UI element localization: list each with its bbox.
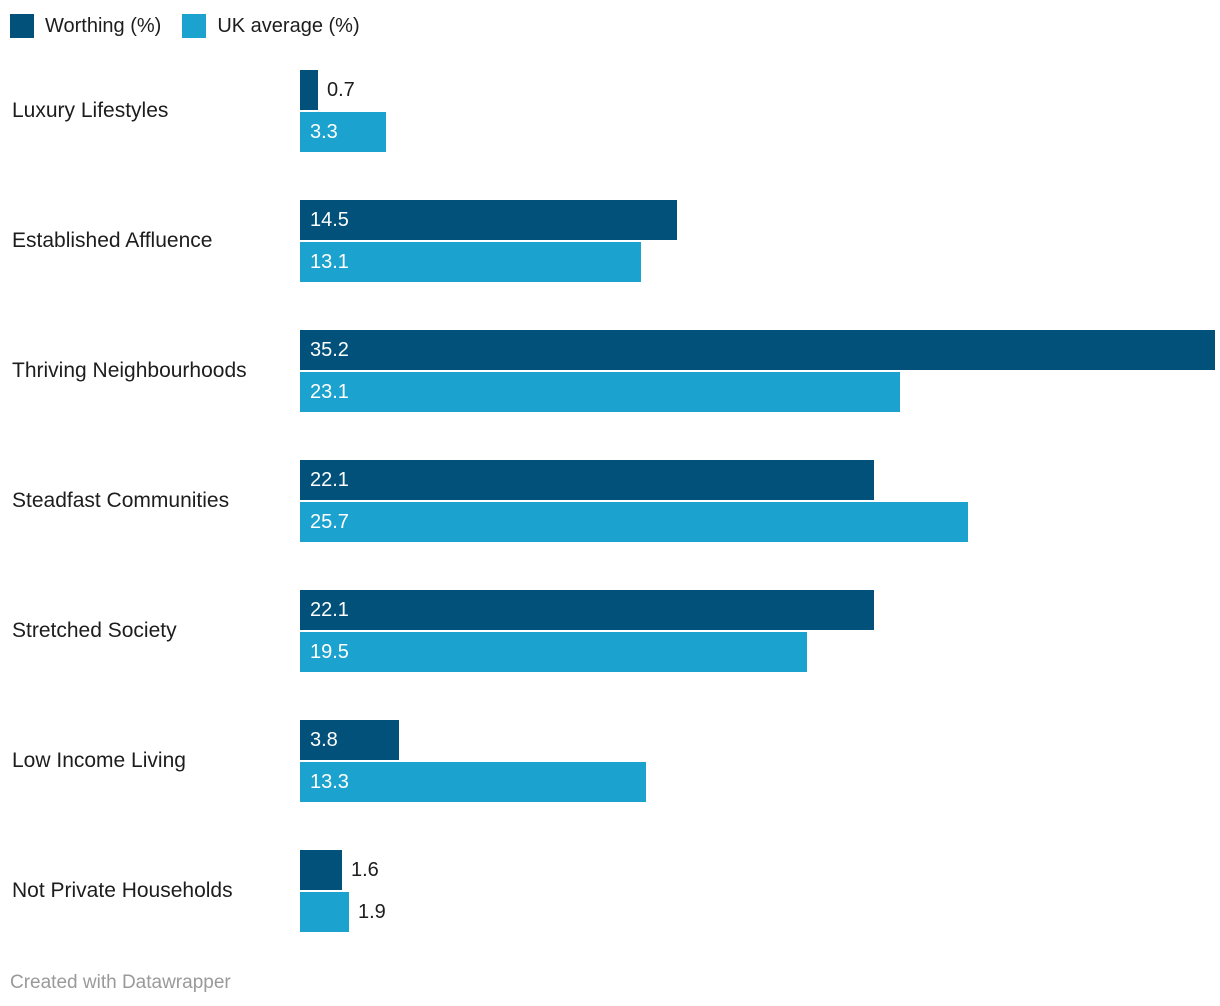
legend-label: UK average (%) — [217, 15, 360, 37]
bar-worthing: 22.1 — [300, 460, 874, 500]
value-label: 1.9 — [358, 900, 386, 923]
value-label: 14.5 — [310, 208, 349, 231]
value-label: 19.5 — [310, 640, 349, 663]
bar-line: 22.1 — [300, 590, 1220, 630]
value-label: 25.7 — [310, 510, 349, 533]
bar-line: 13.1 — [300, 242, 1220, 282]
bar-group: 1.6 1.9 — [300, 850, 1220, 932]
bar-group: 3.8 13.3 — [300, 720, 1220, 802]
chart-row: Low Income Living 3.8 13.3 — [0, 720, 1220, 802]
bar-line: 1.6 — [300, 850, 1220, 890]
bar-group: 22.1 25.7 — [300, 460, 1220, 542]
chart-row: Established Affluence 14.5 13.1 — [0, 200, 1220, 282]
legend-swatch-icon — [182, 14, 207, 38]
bar-line: 19.5 — [300, 632, 1220, 672]
bar-line: 23.1 — [300, 372, 1220, 412]
legend-item: UK average (%) — [182, 14, 360, 38]
bar-line: 25.7 — [300, 502, 1220, 542]
value-label: 22.1 — [310, 598, 349, 621]
bar-line: 14.5 — [300, 200, 1220, 240]
bar-line: 3.3 — [300, 112, 1220, 152]
bar-group: 0.7 3.3 — [300, 70, 1220, 152]
legend-swatch-icon — [10, 14, 34, 38]
bar-uk-average: 23.1 — [300, 372, 900, 412]
value-label: 3.3 — [310, 120, 338, 143]
category-label: Established Affluence — [12, 229, 213, 252]
chart-row: Luxury Lifestyles 0.7 3.3 — [0, 70, 1220, 152]
category-label: Stretched Society — [12, 619, 177, 642]
bar-group: 22.1 19.5 — [300, 590, 1220, 672]
legend: Worthing (%) UK average (%) — [0, 0, 1220, 38]
bar-line: 13.3 — [300, 762, 1220, 802]
bar-uk-average: 13.3 — [300, 762, 646, 802]
bar-chart-rows: Luxury Lifestyles 0.7 3.3 Established Afflu… — [0, 70, 1220, 932]
bar-line: 35.2 — [300, 330, 1220, 370]
value-label: 1.6 — [351, 858, 379, 881]
value-label: 23.1 — [310, 380, 349, 403]
chart-row: Thriving Neighbourhoods 35.2 23.1 — [0, 330, 1220, 412]
bar-uk-average: 25.7 — [300, 502, 968, 542]
chart-row: Not Private Households 1.6 1.9 — [0, 850, 1220, 932]
bar-line: 0.7 — [300, 70, 1220, 110]
value-label: 22.1 — [310, 468, 349, 491]
chart-row: Steadfast Communities 22.1 25.7 — [0, 460, 1220, 542]
datawrapper-credit: Created with Datawrapper — [10, 972, 231, 993]
bar-uk-average: 3.3 — [300, 112, 386, 152]
bar-group: 35.2 23.1 — [300, 330, 1220, 412]
category-label: Luxury Lifestyles — [12, 99, 169, 122]
value-label: 0.7 — [327, 78, 355, 101]
bar-uk-average — [300, 892, 349, 932]
value-label: 13.1 — [310, 250, 349, 273]
bar-uk-average: 19.5 — [300, 632, 807, 672]
legend-item: Worthing (%) — [10, 14, 161, 38]
bar-worthing — [300, 850, 342, 890]
bar-line: 3.8 — [300, 720, 1220, 760]
category-label: Steadfast Communities — [12, 489, 230, 512]
bar-worthing — [300, 70, 318, 110]
chart-row: Stretched Society 22.1 19.5 — [0, 590, 1220, 672]
value-label: 3.8 — [310, 728, 338, 751]
bar-worthing: 3.8 — [300, 720, 399, 760]
bar-worthing: 14.5 — [300, 200, 677, 240]
category-label: Low Income Living — [12, 749, 186, 772]
value-label: 35.2 — [310, 338, 349, 361]
legend-label: Worthing (%) — [45, 15, 162, 37]
bar-line: 1.9 — [300, 892, 1220, 932]
category-label: Thriving Neighbourhoods — [12, 359, 247, 382]
bar-worthing: 22.1 — [300, 590, 874, 630]
bar-uk-average: 13.1 — [300, 242, 641, 282]
value-label: 13.3 — [310, 770, 349, 793]
category-label: Not Private Households — [12, 879, 233, 902]
bar-worthing: 35.2 — [300, 330, 1215, 370]
bar-line: 22.1 — [300, 460, 1220, 500]
bar-group: 14.5 13.1 — [300, 200, 1220, 282]
